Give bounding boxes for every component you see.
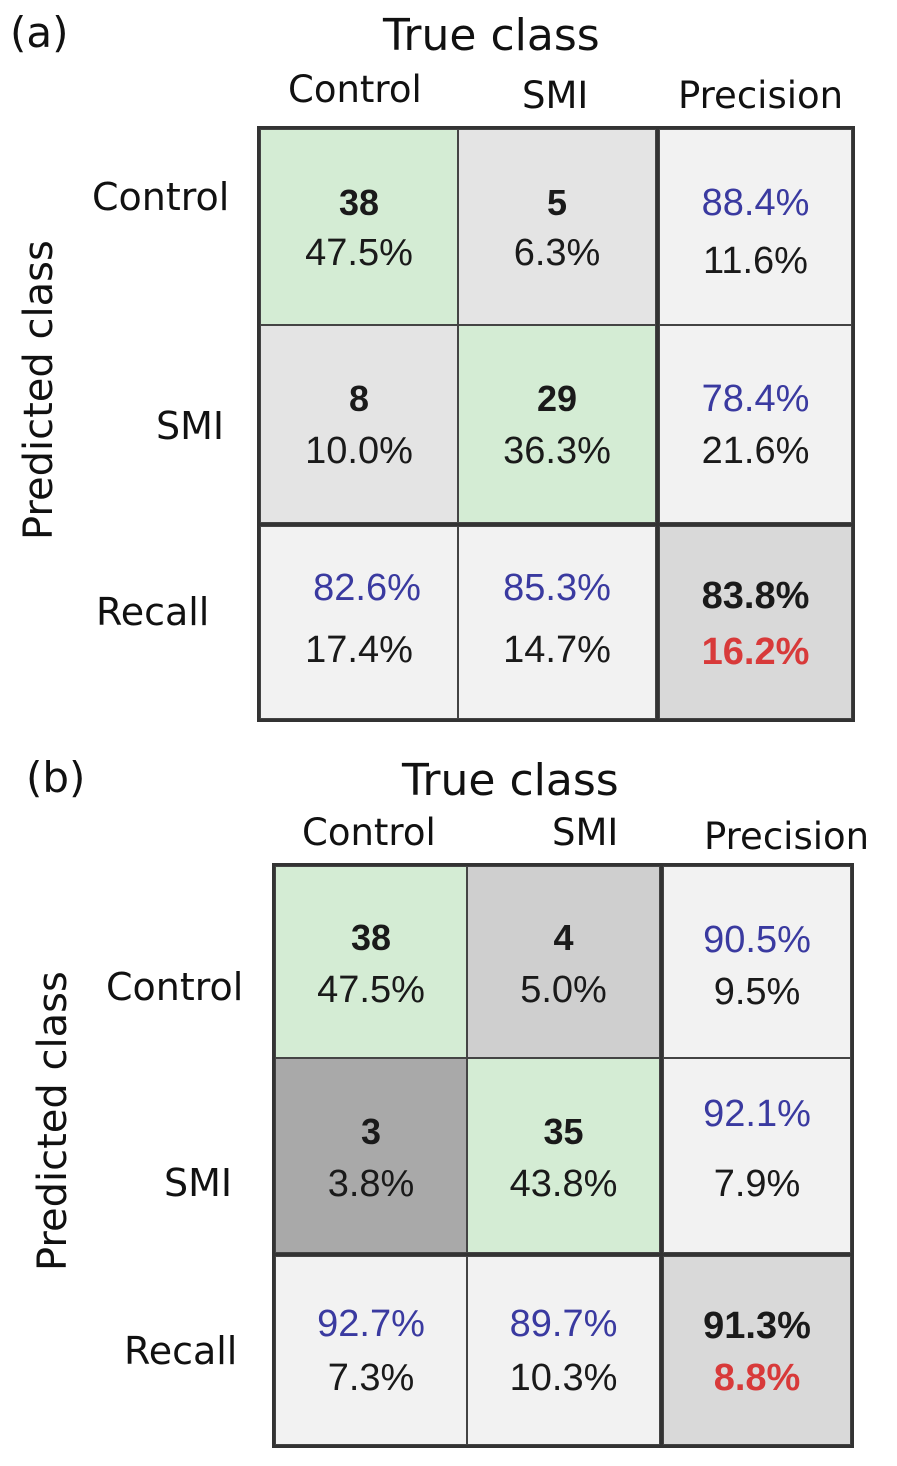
cell-percent: 6.3% — [513, 232, 601, 274]
y-axis-title: Predicted class — [30, 971, 76, 1271]
row-label-control: Control — [106, 965, 244, 1009]
cell-count: 5 — [546, 182, 568, 223]
x-axis-title: True class — [402, 755, 619, 806]
panel-b: (b) True class Control SMI Precision Con… — [0, 735, 897, 1455]
cell-percent: 43.8% — [509, 1163, 618, 1205]
row-label-smi: SMI — [164, 1161, 233, 1205]
column-label-precision: Precision — [678, 74, 844, 117]
row-label-control: Control — [92, 175, 230, 219]
error-rate-value: 16.2% — [701, 631, 810, 673]
confusion-matrix: 38 47.5% 5 6.3% 88.4% 11.6% 8 10.0% 29 3… — [257, 126, 855, 722]
column-label-precision: Precision — [704, 815, 870, 858]
column-label-control: Control — [302, 811, 436, 854]
cell-count: 38 — [338, 182, 380, 223]
recall-value: 82.6% — [313, 567, 421, 609]
column-label-smi: SMI — [552, 811, 619, 854]
precision-value: 88.4% — [701, 182, 810, 224]
cell-recall-control: 82.6% 17.4% — [260, 526, 458, 719]
cell-control-precision: 88.4% 11.6% — [659, 129, 852, 325]
precision-error: 21.6% — [701, 430, 810, 472]
accuracy-value: 83.8% — [701, 575, 810, 617]
cell-smi-control: 3 3.8% — [275, 1058, 467, 1253]
x-axis-title: True class — [383, 10, 600, 61]
precision-error: 7.9% — [713, 1163, 801, 1205]
row-label-smi: SMI — [156, 404, 225, 448]
cell-percent: 10.0% — [305, 430, 413, 472]
recall-error: 10.3% — [509, 1357, 618, 1399]
error-rate-value: 8.8% — [713, 1357, 801, 1399]
row-label-recall: Recall — [96, 590, 210, 634]
cell-percent: 3.8% — [327, 1163, 415, 1205]
cell-recall-control: 92.7% 7.3% — [275, 1256, 467, 1445]
cell-count: 3 — [360, 1111, 382, 1152]
accuracy-value: 91.3% — [703, 1305, 811, 1347]
column-label-control: Control — [288, 68, 422, 111]
row-label-recall: Recall — [124, 1329, 238, 1373]
cell-count: 29 — [536, 378, 578, 419]
column-label-smi: SMI — [522, 74, 589, 117]
cell-percent: 47.5% — [305, 232, 413, 274]
panel-a: (a) True class Control SMI Precision Con… — [0, 0, 897, 730]
cell-control-precision: 90.5% 9.5% — [663, 866, 851, 1058]
panel-label: (b) — [26, 753, 86, 802]
y-axis-title: Predicted class — [16, 240, 62, 540]
cell-control-smi: 4 5.0% — [467, 866, 660, 1058]
cell-control-smi: 5 6.3% — [458, 129, 656, 325]
cell-count: 4 — [553, 917, 574, 958]
recall-error: 7.3% — [327, 1357, 415, 1399]
recall-value: 85.3% — [503, 567, 611, 609]
cell-percent: 47.5% — [317, 969, 425, 1011]
precision-value: 78.4% — [701, 378, 810, 420]
cell-overall-accuracy: 83.8% 16.2% — [659, 526, 852, 719]
cell-count: 38 — [350, 917, 392, 958]
cell-percent: 36.3% — [503, 430, 611, 472]
cell-smi-smi: 35 43.8% — [467, 1058, 660, 1253]
cell-control-control: 38 47.5% — [260, 129, 458, 325]
cell-percent: 5.0% — [520, 969, 607, 1011]
cell-recall-smi: 85.3% 14.7% — [458, 526, 656, 719]
cell-count: 35 — [543, 1111, 584, 1152]
cell-smi-precision: 92.1% 7.9% — [663, 1058, 851, 1253]
panel-label: (a) — [10, 8, 69, 57]
cell-smi-control: 8 10.0% — [260, 325, 458, 523]
recall-value: 92.7% — [317, 1303, 425, 1345]
confusion-matrix: 38 47.5% 4 5.0% 90.5% 9.5% 3 3.8% 35 43.… — [272, 863, 854, 1448]
precision-value: 92.1% — [703, 1093, 811, 1135]
cell-recall-smi: 89.7% 10.3% — [467, 1256, 660, 1445]
recall-error: 14.7% — [503, 629, 611, 671]
cell-smi-precision: 78.4% 21.6% — [659, 325, 852, 523]
recall-error: 17.4% — [305, 629, 413, 671]
cell-overall-accuracy: 91.3% 8.8% — [663, 1256, 851, 1445]
precision-value: 90.5% — [703, 919, 811, 961]
cell-smi-smi: 29 36.3% — [458, 325, 656, 523]
recall-value: 89.7% — [509, 1303, 618, 1345]
cell-control-control: 38 47.5% — [275, 866, 467, 1058]
precision-error: 11.6% — [703, 240, 808, 282]
cell-count: 8 — [348, 378, 370, 419]
precision-error: 9.5% — [713, 971, 801, 1013]
